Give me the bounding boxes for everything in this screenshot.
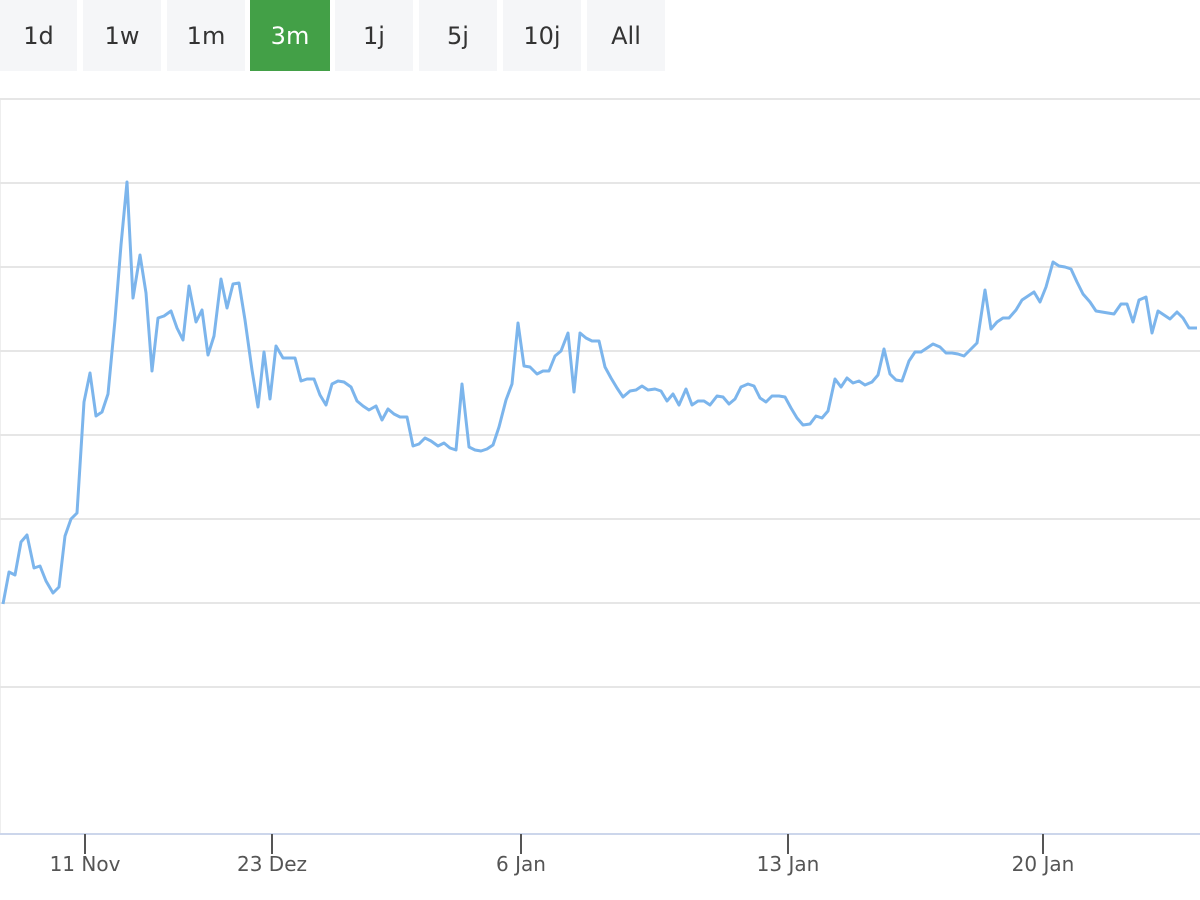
range-button[interactable]: 1d [0,0,77,71]
range-button[interactable]: 10j [503,0,581,71]
range-button[interactable]: 1m [167,0,245,71]
x-tick-label: 23 Dez [237,852,307,876]
x-tick-label: 6 Jan [496,852,546,876]
x-tick-label: 20 Jan [1012,852,1075,876]
price-line [1,180,1197,605]
x-tick-label: 13 Jan [757,852,820,876]
range-button[interactable]: 5j [419,0,497,71]
range-button[interactable]: 3m [250,0,330,71]
range-button[interactable]: 1j [335,0,413,71]
x-tick-label: 11 Nov [50,852,121,876]
range-button[interactable]: All [587,0,665,71]
range-button[interactable]: 1w [83,0,161,71]
